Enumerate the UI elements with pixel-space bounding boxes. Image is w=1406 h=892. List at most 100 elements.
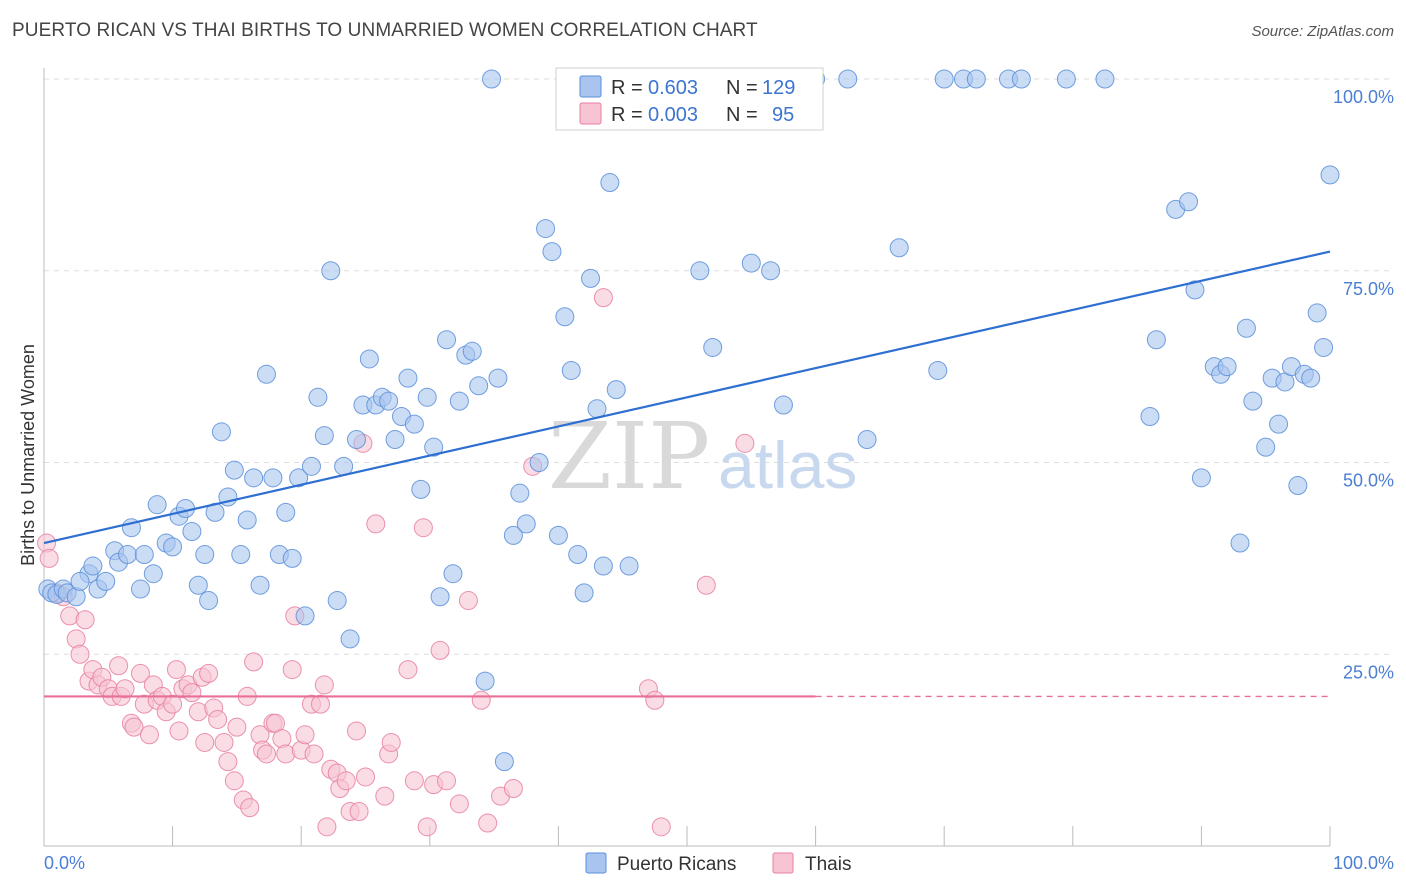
thais-point-53 bbox=[282, 660, 302, 680]
y-tick-label-3: 100.0% bbox=[1333, 87, 1394, 107]
legend-n-value-2: 95 bbox=[772, 104, 794, 126]
series-legend: Puerto Ricans Thais bbox=[585, 852, 851, 875]
puerto-ricans-point-98 bbox=[773, 395, 793, 415]
chart-title: PUERTO RICAN VS THAI BIRTHS TO UNMARRIED… bbox=[12, 20, 758, 41]
thais-points bbox=[37, 288, 755, 837]
thais-point-41 bbox=[227, 717, 247, 737]
thais-point-34 bbox=[195, 732, 215, 752]
legend-swatch-pink bbox=[579, 102, 602, 125]
puerto-ricans-point-110 bbox=[1095, 69, 1115, 89]
puerto-ricans-point-116 bbox=[1191, 468, 1211, 488]
puerto-ricans-point-36 bbox=[263, 468, 283, 488]
thais-point-83 bbox=[458, 591, 478, 611]
puerto-ricans-point-48 bbox=[340, 629, 360, 649]
puerto-ricans-point-77 bbox=[536, 219, 556, 239]
grid-lines bbox=[44, 78, 1392, 655]
thais-point-68 bbox=[349, 801, 369, 821]
watermark: ZIP atlas bbox=[548, 403, 857, 510]
legend-n-label-1: N = bbox=[726, 77, 758, 99]
legend-r-label-1: R = bbox=[611, 77, 643, 99]
thais-point-37 bbox=[208, 709, 228, 729]
puerto-ricans-point-35 bbox=[256, 364, 276, 384]
puerto-ricans-point-67 bbox=[462, 341, 482, 361]
puerto-ricans-point-111 bbox=[1140, 406, 1160, 426]
watermark-zip: ZIP bbox=[548, 403, 710, 510]
puerto-ricans-point-109 bbox=[1056, 69, 1076, 89]
bottom-legend-label-puerto-ricans: Puerto Ricans bbox=[617, 854, 736, 875]
puerto-ricans-point-122 bbox=[1243, 391, 1263, 411]
puerto-ricans-point-51 bbox=[359, 349, 379, 369]
puerto-ricans-point-44 bbox=[314, 426, 334, 446]
puerto-ricans-point-123 bbox=[1256, 437, 1276, 457]
thais-point-84 bbox=[471, 690, 491, 710]
puerto-ricans-point-24 bbox=[188, 575, 208, 595]
thais-point-6 bbox=[70, 644, 90, 664]
puerto-ricans-point-57 bbox=[398, 368, 418, 388]
puerto-ricans-point-97 bbox=[761, 261, 781, 281]
puerto-ricans-point-100 bbox=[838, 69, 858, 89]
puerto-ricans-point-40 bbox=[289, 468, 309, 488]
legend-r-value-2: 0.003 bbox=[648, 104, 698, 126]
puerto-ricans-point-34 bbox=[250, 575, 270, 595]
puerto-ricans-point-92 bbox=[703, 337, 723, 357]
puerto-ricans-point-41 bbox=[295, 606, 315, 626]
puerto-ricans-point-59 bbox=[411, 479, 431, 499]
legend-n-value-1: 129 bbox=[762, 77, 795, 99]
thais-point-82 bbox=[449, 794, 469, 814]
thais-point-7 bbox=[75, 610, 95, 630]
puerto-ricans-point-120 bbox=[1230, 533, 1250, 553]
puerto-ricans-point-89 bbox=[619, 556, 639, 576]
puerto-ricans-point-115 bbox=[1185, 280, 1205, 300]
puerto-ricans-trend-line bbox=[43, 250, 1331, 545]
correlation-legend: R = 0.603 N = 129 R = 0.003 N = 95 bbox=[555, 67, 824, 131]
puerto-ricans-point-86 bbox=[593, 556, 613, 576]
thais-point-1 bbox=[39, 548, 59, 568]
thais-point-81 bbox=[437, 771, 457, 791]
puerto-ricans-point-64 bbox=[443, 564, 463, 584]
y-tick-label-2: 75.0% bbox=[1343, 279, 1394, 299]
puerto-ricans-point-112 bbox=[1146, 330, 1166, 350]
puerto-ricans-point-79 bbox=[548, 525, 568, 545]
thais-point-38 bbox=[214, 732, 234, 752]
puerto-ricans-point-32 bbox=[237, 510, 257, 530]
puerto-ricans-point-71 bbox=[488, 368, 508, 388]
thais-point-87 bbox=[503, 778, 523, 798]
thais-point-19 bbox=[130, 663, 150, 683]
puerto-ricans-point-42 bbox=[301, 456, 321, 476]
puerto-ricans-point-20 bbox=[163, 537, 183, 557]
thais-point-75 bbox=[398, 660, 418, 680]
thais-point-45 bbox=[244, 652, 264, 672]
puerto-ricans-point-10 bbox=[96, 571, 116, 591]
thais-point-18 bbox=[124, 717, 144, 737]
puerto-ricans-point-65 bbox=[449, 391, 469, 411]
thais-point-67 bbox=[346, 721, 366, 741]
thais-point-93 bbox=[696, 575, 716, 595]
thais-point-80 bbox=[430, 640, 450, 660]
legend-swatch-blue bbox=[579, 75, 602, 98]
puerto-ricans-point-26 bbox=[199, 591, 219, 611]
puerto-ricans-point-61 bbox=[424, 437, 444, 457]
chart-source: Source: ZipAtlas.com bbox=[1251, 23, 1394, 40]
puerto-ricans-point-13 bbox=[118, 545, 138, 565]
puerto-ricans-point-23 bbox=[182, 522, 202, 542]
puerto-ricans-point-106 bbox=[966, 69, 986, 89]
puerto-ricans-point-39 bbox=[282, 548, 302, 568]
puerto-ricans-point-101 bbox=[857, 429, 877, 449]
thais-point-31 bbox=[182, 683, 202, 703]
puerto-ricans-point-121 bbox=[1236, 318, 1256, 338]
puerto-ricans-point-58 bbox=[404, 414, 424, 434]
thais-point-60 bbox=[314, 675, 334, 695]
thais-point-59 bbox=[310, 694, 330, 714]
thais-point-16 bbox=[115, 679, 135, 699]
thais-point-70 bbox=[356, 767, 375, 787]
thais-point-85 bbox=[478, 813, 498, 833]
puerto-ricans-point-38 bbox=[276, 502, 296, 522]
puerto-ricans-points bbox=[38, 69, 1340, 772]
puerto-ricans-point-85 bbox=[587, 399, 607, 419]
puerto-ricans-point-54 bbox=[379, 391, 399, 411]
y-tick-label-0: 25.0% bbox=[1343, 662, 1394, 682]
puerto-ricans-point-119 bbox=[1217, 357, 1237, 377]
thais-point-44 bbox=[240, 798, 260, 818]
puerto-ricans-point-96 bbox=[741, 253, 761, 273]
puerto-ricans-point-18 bbox=[147, 495, 167, 515]
